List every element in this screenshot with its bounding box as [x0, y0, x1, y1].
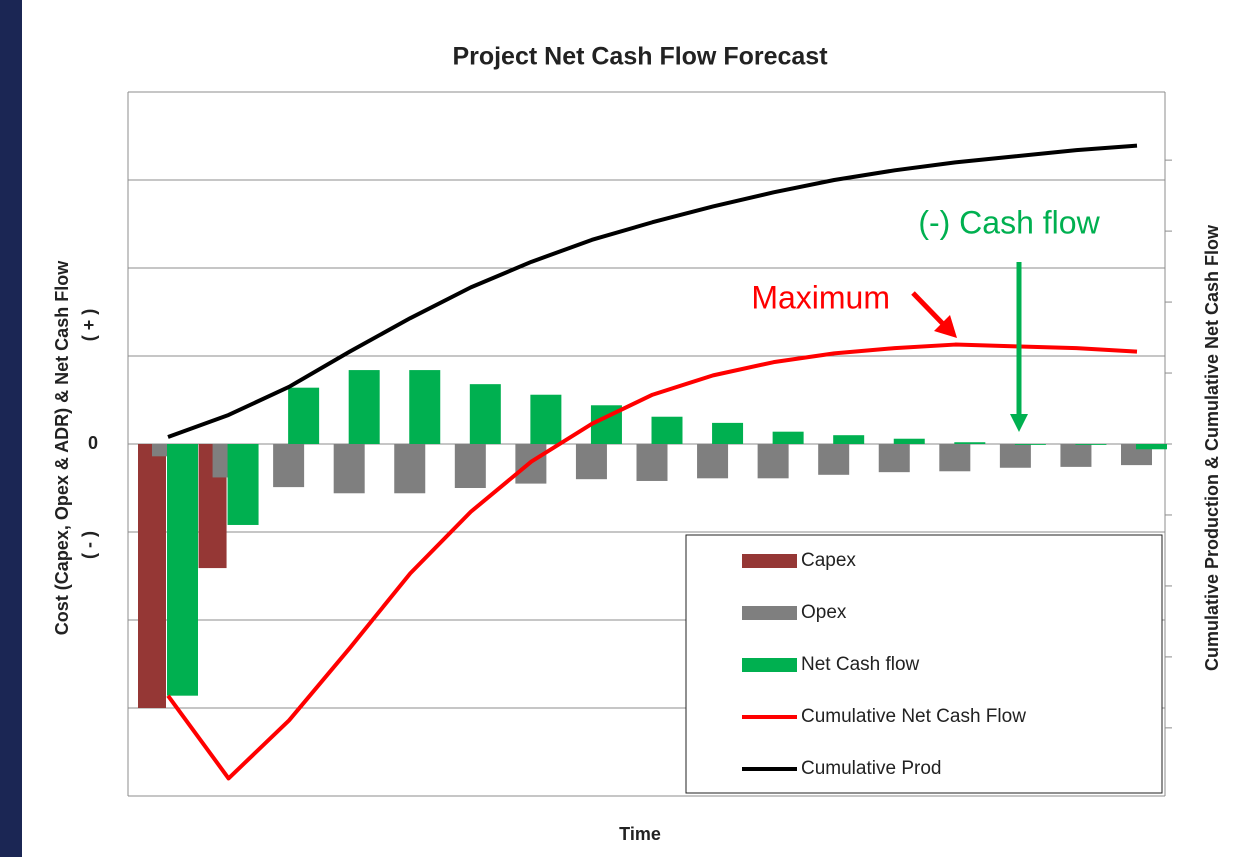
bar [454, 444, 486, 488]
bar [833, 435, 865, 444]
annotation-arrow [911, 291, 947, 328]
y-tick-label: 0 [88, 433, 98, 453]
bar [409, 370, 441, 444]
bar [939, 444, 971, 472]
x-axis-label: Time [619, 824, 661, 844]
bar [288, 387, 320, 444]
bar [333, 444, 365, 494]
bar [394, 444, 426, 494]
chart-title: Project Net Cash Flow Forecast [452, 43, 828, 71]
legend-label: Cumulative Prod [801, 758, 941, 779]
y2-axis-label: Cumulative Production & Cumulative Net C… [1202, 224, 1222, 671]
bar [712, 422, 744, 444]
bar [818, 444, 850, 475]
legend-swatch [742, 606, 797, 620]
bar [530, 394, 562, 444]
bar [348, 370, 380, 444]
legend-label: Capex [801, 550, 856, 571]
legend-label: Net Cash flow [801, 654, 920, 675]
legend-swatch [742, 554, 797, 568]
legend-label: Opex [801, 602, 847, 623]
y-axis-label-negative: ( - ) [79, 531, 99, 559]
bar [469, 384, 501, 444]
bar [575, 444, 607, 480]
bar [1014, 444, 1046, 445]
bar [1136, 444, 1167, 450]
bar [138, 444, 166, 708]
bar [1060, 444, 1092, 467]
bar [636, 444, 668, 481]
bar [999, 444, 1031, 468]
bar [954, 442, 986, 444]
line [167, 143, 1138, 439]
legend-label: Cumulative Net Cash Flow [801, 706, 1026, 727]
bar [1075, 444, 1107, 445]
bar [273, 444, 305, 488]
bar [167, 444, 198, 696]
legend-swatch [742, 658, 797, 672]
y-axis-label-positive: ( + ) [79, 309, 99, 342]
bar [227, 444, 259, 525]
annotation-arrowhead [934, 315, 957, 338]
y-axis-label: Cost (Capex, Opex & ADR) & Net Cash Flow [52, 260, 72, 635]
bar [697, 444, 729, 479]
bar [878, 444, 910, 473]
annotation: (-) Cash flow [918, 204, 1100, 240]
annotation-arrowhead [1010, 414, 1028, 432]
annotation: Maximum [751, 279, 890, 315]
bar [757, 444, 789, 479]
bar [893, 438, 925, 444]
bar [651, 416, 683, 444]
line [166, 342, 1138, 781]
bar [772, 431, 804, 444]
